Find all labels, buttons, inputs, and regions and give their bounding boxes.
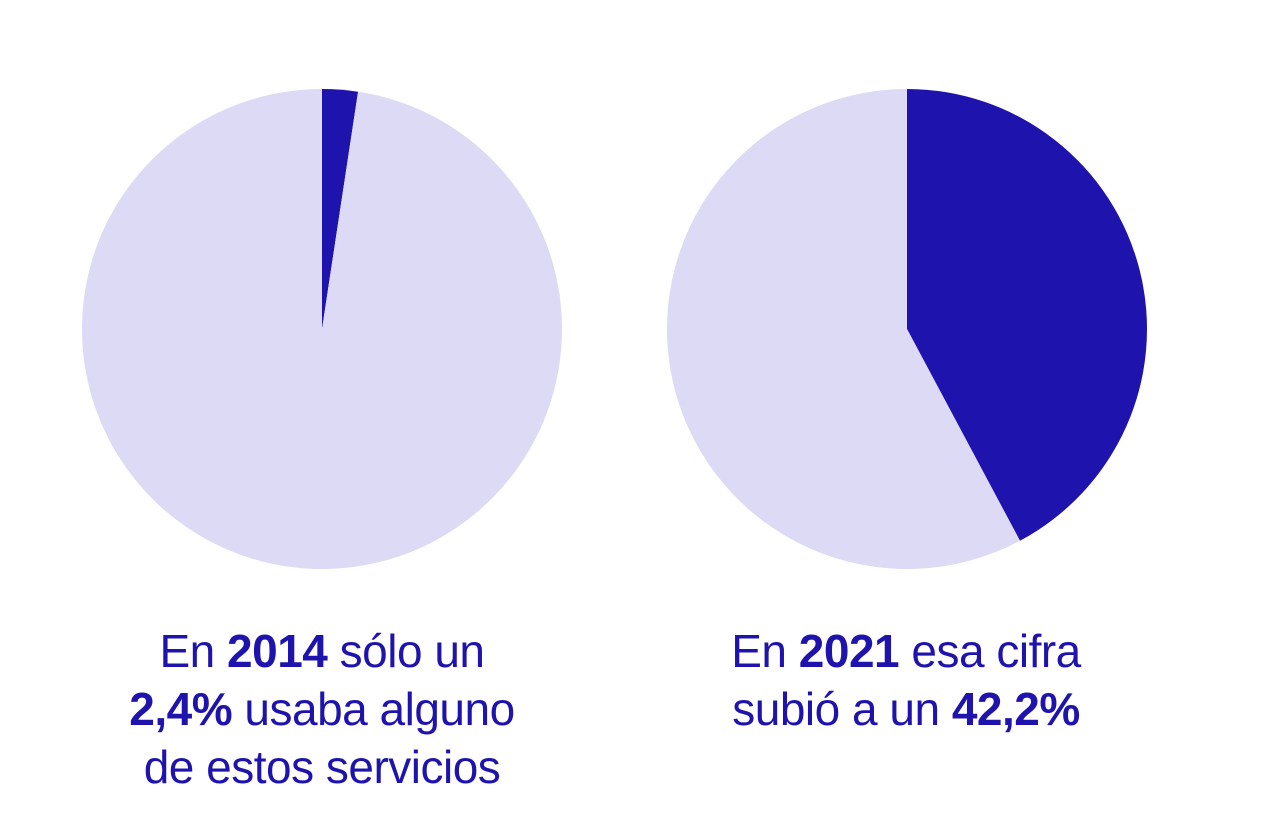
caption-2014-line-2: 2,4% usaba alguno: [72, 680, 572, 738]
caption-2021-line-1: En 2021 esa cifra: [656, 622, 1156, 680]
pie-chart-2021: [667, 89, 1148, 569]
pie-slice-rest: [82, 89, 563, 569]
caption-text: esa cifra: [899, 625, 1081, 677]
caption-text: sólo un: [327, 625, 485, 677]
caption-text: subió a un: [732, 683, 952, 735]
caption-2014-line-3: de estos servicios: [72, 738, 572, 796]
caption-year-bold: 2014: [227, 625, 328, 677]
pie-slice-highlight: [907, 89, 1148, 541]
caption-percent-bold: 42,2%: [951, 683, 1080, 735]
caption-text: de estos servicios: [143, 741, 501, 793]
caption-year-bold: 2021: [798, 625, 900, 677]
caption-text: usaba alguno: [232, 683, 515, 735]
pie-slice-highlight: [322, 89, 359, 329]
pie-chart-2014: [82, 89, 563, 569]
pie-slice-rest: [667, 89, 1020, 569]
caption-text: En: [159, 625, 228, 677]
caption-2014: En 2014 sólo un 2,4% usaba alguno de est…: [72, 622, 572, 796]
caption-2014-line-1: En 2014 sólo un: [72, 622, 572, 680]
caption-text: En: [731, 625, 799, 677]
caption-2021-line-2: subió a un 42,2%: [656, 680, 1156, 738]
caption-2021: En 2021 esa cifra subió a un 42,2%: [656, 622, 1156, 738]
caption-percent-bold: 2,4%: [129, 683, 233, 735]
